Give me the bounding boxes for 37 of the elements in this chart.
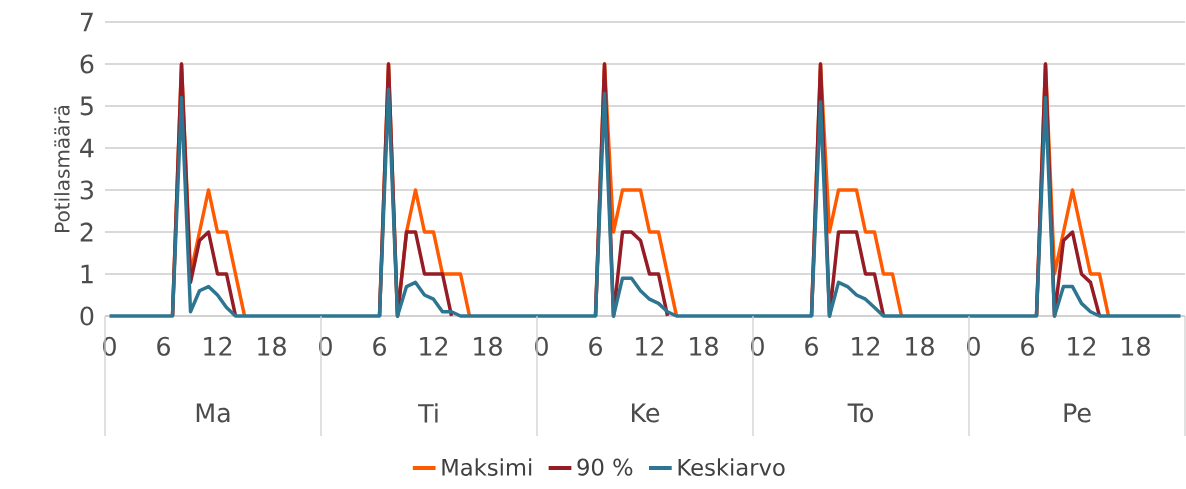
- x-tick-label: 18: [690, 336, 718, 356]
- x-tick-label: 0: [103, 336, 116, 356]
- x-tick-label: 18: [1122, 336, 1150, 356]
- text: Pe: [1064, 403, 1091, 423]
- y-tick-label: 4: [80, 138, 94, 158]
- y-tick-label: 1: [81, 264, 93, 284]
- x-tick-label: 6: [805, 336, 818, 356]
- y-tick-label: 2: [80, 222, 93, 242]
- y-tick-label: 5: [80, 96, 93, 116]
- x-tick-label: 6: [1021, 336, 1034, 356]
- x-tick-label: 18: [474, 336, 502, 356]
- y-tick-label: 0: [80, 306, 94, 326]
- x-tick-label: 0: [535, 336, 548, 356]
- legend-label: 90 %: [577, 458, 633, 476]
- x-tick-label: 12: [204, 336, 232, 356]
- x-tick-label: 18: [906, 336, 934, 356]
- y-tick-label: 7: [80, 12, 93, 32]
- x-tick-label: 6: [589, 336, 602, 356]
- x-tick-label: 12: [420, 336, 448, 356]
- x-tick-label: 12: [1068, 336, 1096, 356]
- text: Ma: [196, 403, 230, 423]
- x-tick-label: 6: [373, 336, 386, 356]
- text: Ti: [418, 403, 438, 423]
- text: To: [847, 403, 873, 423]
- legend-label: Keskiarvo: [678, 458, 785, 476]
- legend-label: Maksimi: [442, 458, 532, 476]
- text: Ke: [632, 403, 660, 423]
- x-tick-label: 18: [258, 336, 286, 356]
- y-tick-label: 6: [80, 54, 94, 74]
- x-tick-label: 6: [157, 336, 170, 356]
- x-tick-label: 0: [319, 336, 332, 356]
- x-tick-label: 0: [967, 336, 980, 356]
- y-axis-title: Potilasmäärä: [54, 105, 70, 232]
- x-tick-label: 12: [636, 336, 664, 356]
- x-tick-label: 12: [852, 336, 880, 356]
- y-tick-label: 3: [80, 180, 93, 200]
- x-tick-label: 0: [751, 336, 764, 356]
